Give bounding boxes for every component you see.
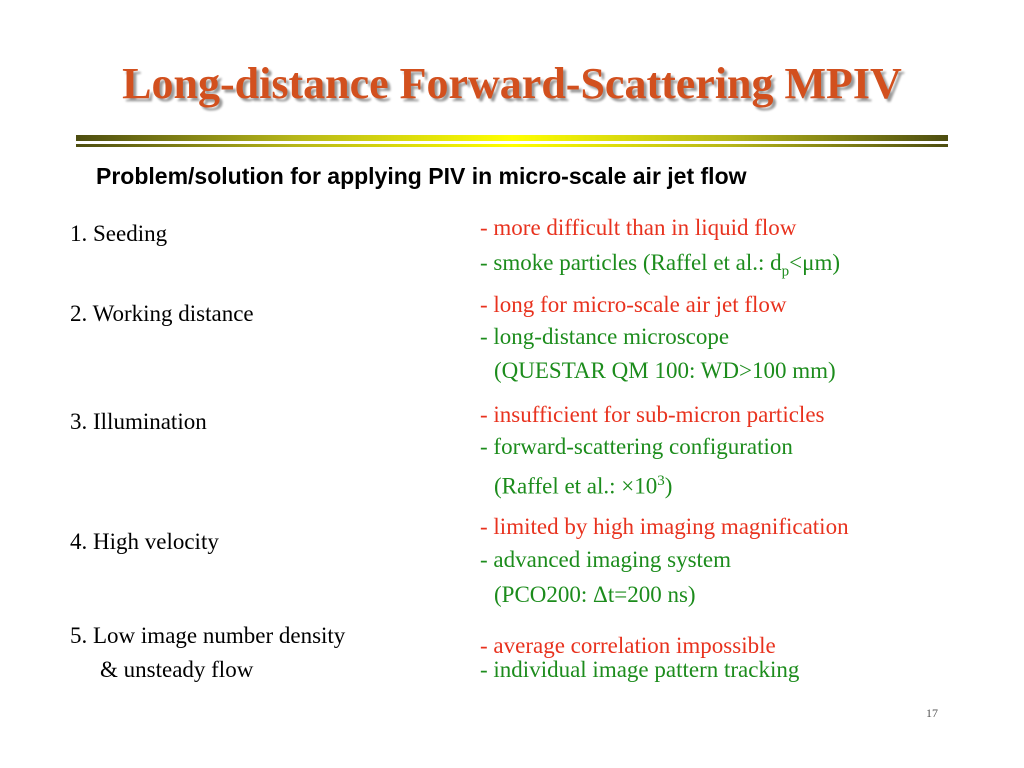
item-solution-working-distance: - long-distance microscope — [480, 324, 730, 349]
item-problem-illumination: - insufficient for sub-micron particles — [480, 402, 825, 427]
item-label-high-velocity: 4. High velocity — [70, 529, 219, 554]
title-divider — [76, 135, 948, 151]
item-problem-seeding: - more difficult than in liquid flow — [480, 215, 797, 240]
item-label-low-density: 5. Low image number density — [70, 623, 346, 648]
page-number: 17 — [926, 706, 938, 720]
item-solution-detail-high-velocity: (PCO200: Δt=200 ns) — [494, 582, 696, 607]
item-label-working-distance: 2. Working distance — [70, 301, 254, 326]
item-problem-working-distance: - long for micro-scale air jet flow — [480, 292, 787, 317]
item-solution-high-velocity: - advanced imaging system — [480, 547, 732, 572]
item-solution-low-density: - individual image pattern tracking — [480, 657, 800, 682]
item-label-illumination: 3. Illumination — [70, 409, 207, 434]
item-solution-illumination: - forward-scattering configuration — [480, 434, 793, 459]
item-label-seeding: 1. Seeding — [70, 221, 168, 246]
slide-title: Long-distance Forward-Scattering MPIV — [122, 59, 902, 108]
item-problem-low-density: - average correlation impossible — [480, 633, 776, 658]
item-solution-detail-illumination: (Raffel et al.: ×103) — [494, 473, 673, 499]
item-problem-high-velocity: - limited by high imaging magnification — [480, 514, 849, 539]
item-solution-detail-working-distance: (QUESTAR QM 100: WD>100 mm) — [494, 358, 836, 383]
item-solution-seeding: - smoke particles (Raffel et al.: dp<μm) — [480, 250, 841, 280]
slide-subtitle: Problem/solution for applying PIV in mic… — [96, 163, 747, 189]
item-label-unsteady-flow: & unsteady flow — [100, 657, 254, 682]
